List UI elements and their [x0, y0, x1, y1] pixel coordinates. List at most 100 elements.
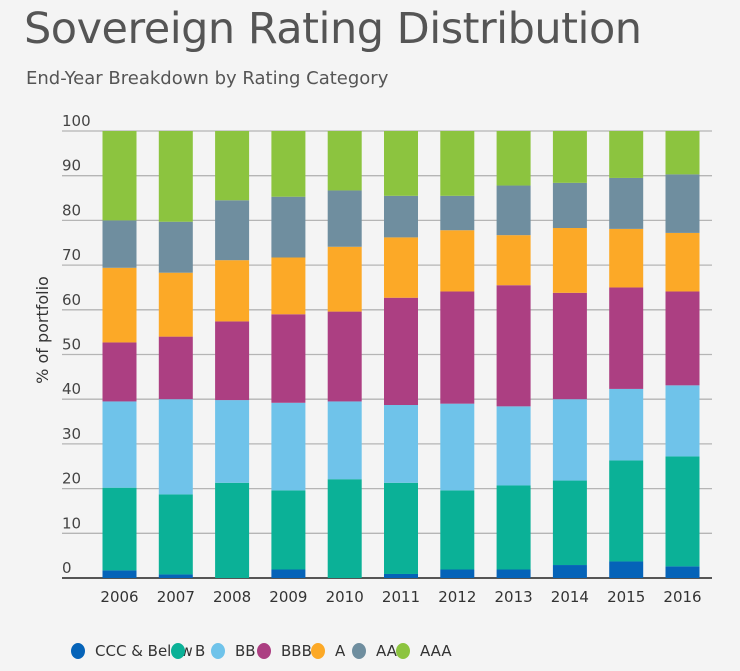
legend-swatch-icon [211, 643, 225, 659]
bar-stack-2012 [440, 131, 475, 578]
bar-segment-b-2012 [440, 490, 475, 570]
legend-label: BBB [281, 642, 312, 660]
bar-segment-aaa-2012 [440, 131, 475, 196]
y-tick-label: 60 [62, 291, 81, 309]
bar-segment-a-2010 [327, 246, 362, 312]
bar-segment-a-2015 [609, 228, 644, 288]
bar-segment-aa-2012 [440, 195, 475, 231]
x-tick-label: 2011 [382, 588, 420, 606]
bar-segment-bb-2007 [158, 399, 193, 495]
legend-label: A [335, 642, 346, 660]
bar-segment-aa-2011 [384, 195, 418, 238]
legend-item[interactable]: B [171, 642, 205, 660]
legend-item[interactable]: BB [211, 642, 256, 660]
bar-segment-a-2012 [440, 230, 475, 292]
bar-segment-bbb-2012 [440, 291, 475, 404]
bar-segment-bbb-2011 [384, 297, 418, 406]
bar-segment-a-2008 [215, 260, 250, 322]
bar-segment-ccc-below-2015 [609, 561, 644, 578]
legend-label: AA [376, 642, 398, 660]
bar-segment-aaa-2010 [327, 131, 362, 191]
bar-segment-bbb-2014 [552, 292, 587, 400]
bar-segment-bb-2010 [327, 401, 362, 480]
bar-segment-aa-2015 [609, 177, 644, 229]
bar-segment-ccc-below-2012 [440, 569, 475, 578]
legend-item[interactable]: BBB [257, 642, 312, 660]
bar-segment-ccc-below-2009 [271, 569, 306, 578]
bar-stack-2013 [496, 131, 531, 578]
y-tick-label: 100 [62, 112, 91, 130]
legend-swatch-icon [71, 643, 85, 659]
bar-segment-a-2011 [384, 237, 418, 298]
bar-segment-bb-2016 [665, 385, 700, 457]
legend-swatch-icon [257, 643, 271, 659]
y-tick-label: 0 [62, 559, 72, 577]
bar-segment-bb-2013 [496, 406, 531, 486]
y-axis-label: % of portfolio [33, 276, 52, 384]
bar-stack-2007 [158, 131, 193, 578]
bar-segment-bb-2011 [384, 405, 418, 483]
bar-stack-2006 [102, 131, 137, 578]
bar-segment-ccc-below-2013 [496, 569, 531, 578]
bar-segment-bb-2012 [440, 403, 475, 491]
bar-segment-b-2011 [384, 482, 418, 574]
x-tick-label: 2014 [551, 588, 589, 606]
y-tick-label: 50 [62, 336, 81, 354]
y-tick-label: 40 [62, 380, 81, 398]
bar-stack-2008 [215, 131, 250, 578]
legend-label: BB [235, 642, 256, 660]
bar-segment-aaa-2007 [158, 131, 193, 222]
x-tick-label: 2007 [157, 588, 195, 606]
bar-segment-aa-2013 [496, 185, 531, 236]
bar-segment-a-2014 [552, 227, 587, 293]
bar-segment-aa-2016 [665, 174, 700, 233]
bar-segment-aaa-2011 [384, 131, 418, 196]
bar-segment-b-2008 [215, 482, 250, 578]
x-tick-label: 2012 [438, 588, 476, 606]
y-tick-label: 70 [62, 246, 81, 264]
bar-segment-b-2007 [158, 494, 193, 575]
x-tick-label: 2013 [495, 588, 533, 606]
y-tick-label: 80 [62, 201, 81, 219]
legend-label: AAA [420, 642, 452, 660]
y-tick-label: 30 [62, 425, 81, 443]
bar-segment-ccc-below-2011 [384, 573, 418, 578]
bar-segment-aaa-2016 [665, 131, 700, 175]
x-tick-label: 2008 [213, 588, 251, 606]
y-tick-label: 90 [62, 157, 81, 175]
bar-segment-aa-2009 [271, 196, 306, 258]
bar-segment-b-2016 [665, 456, 700, 567]
bar-segment-aa-2010 [327, 190, 362, 247]
bar-segment-a-2006 [102, 267, 137, 343]
legend-swatch-icon [311, 643, 325, 659]
bar-segment-a-2009 [271, 257, 306, 315]
bar-segment-b-2009 [271, 490, 306, 570]
bar-segment-ccc-below-2007 [158, 574, 193, 578]
legend-item[interactable]: AAA [396, 642, 452, 660]
legend-item[interactable]: AA [352, 642, 398, 660]
bar-segment-ccc-below-2016 [665, 566, 700, 578]
bar-segment-b-2010 [327, 479, 362, 578]
bar-segment-bbb-2009 [271, 314, 306, 403]
y-tick-label: 10 [62, 514, 81, 532]
bar-segment-b-2013 [496, 485, 531, 570]
bar-segment-b-2014 [552, 480, 587, 566]
bar-segment-bbb-2013 [496, 285, 531, 407]
bar-segment-bbb-2007 [158, 336, 193, 400]
x-tick-label: 2010 [326, 588, 364, 606]
bar-segment-a-2013 [496, 235, 531, 286]
bar-segment-bb-2008 [215, 400, 250, 483]
bar-stack-2016 [665, 131, 700, 578]
bar-segment-bb-2014 [552, 399, 587, 481]
bar-segment-a-2016 [665, 232, 700, 292]
legend-item[interactable]: CCC & Below [71, 642, 193, 660]
bar-stack-2011 [384, 131, 418, 578]
bar-segment-aaa-2014 [552, 131, 587, 183]
legend-label: B [195, 642, 205, 660]
legend-item[interactable]: A [311, 642, 346, 660]
x-tick-label: 2006 [100, 588, 138, 606]
bar-segment-aa-2014 [552, 182, 587, 228]
bar-segment-bbb-2006 [102, 342, 137, 402]
bar-segment-bb-2015 [609, 388, 644, 461]
legend-swatch-icon [396, 643, 410, 659]
